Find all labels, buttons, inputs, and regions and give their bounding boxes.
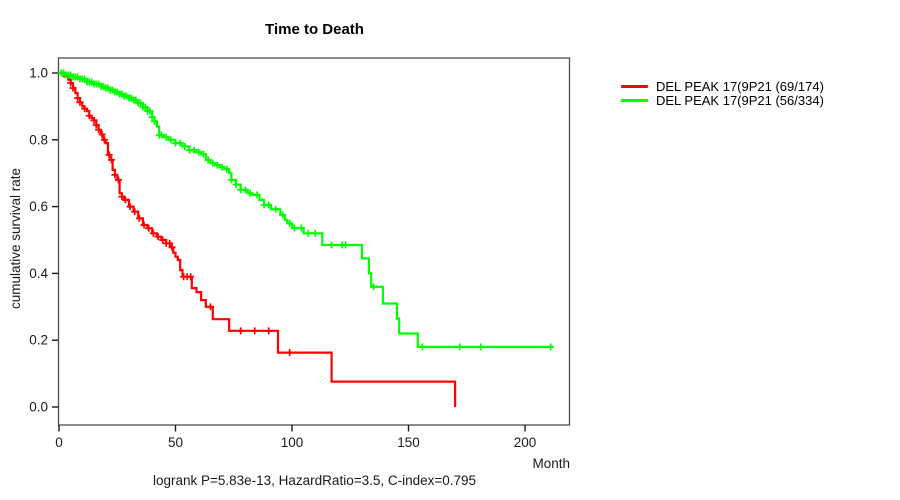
y-tick-label: 0.4	[29, 266, 48, 281]
plot-box	[57, 57, 571, 426]
legend-key-line-green	[621, 98, 648, 102]
chart-title: Time to Death	[265, 21, 364, 38]
legend: DEL PEAK 17(9P21 (69/174) DEL PEAK 17(9P…	[621, 79, 824, 108]
x-tick-label: 100	[281, 435, 304, 450]
x-tick-label: 50	[168, 435, 183, 450]
y-tick-label: 0.0	[29, 400, 48, 415]
legend-item-green-group: DEL PEAK 17(9P21 (56/334)	[621, 92, 824, 108]
x-tick-label: 150	[397, 435, 420, 450]
stats-annotation: logrank P=5.83e-13, HazardRatio=3.5, C-i…	[152, 473, 477, 488]
x-axis-label: Month	[532, 456, 570, 471]
y-tick-label: 0.8	[29, 132, 48, 147]
legend-label-green-group: DEL PEAK 17(9P21 (56/334)	[656, 92, 824, 108]
x-tick-label: 200	[514, 435, 537, 450]
x-tick-label: 0	[55, 435, 63, 450]
y-tick-label: 1.0	[29, 66, 48, 81]
y-tick-label: 0.2	[29, 333, 48, 348]
survival-curve-red	[59, 71, 457, 407]
legend-key-line-red	[621, 85, 648, 89]
legend-label-red-group: DEL PEAK 17(9P21 (69/174)	[656, 79, 824, 95]
legend-item-red-group: DEL PEAK 17(9P21 (69/174)	[621, 79, 824, 95]
y-tick-label: 0.6	[29, 199, 48, 214]
